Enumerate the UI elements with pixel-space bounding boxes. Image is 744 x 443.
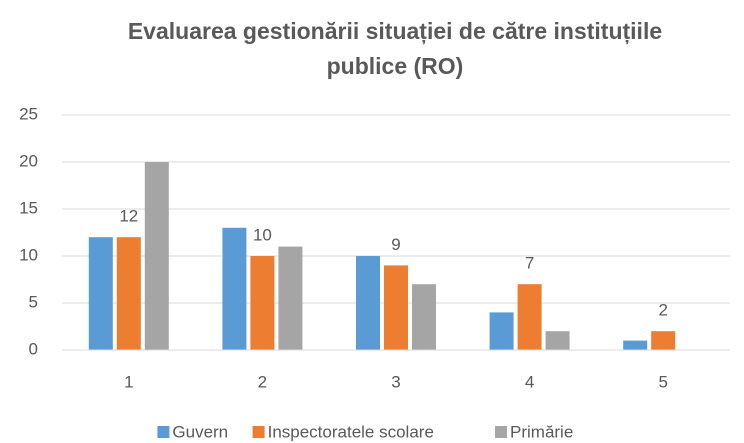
y-tick-label: 20 xyxy=(19,151,38,170)
y-tick-label: 5 xyxy=(29,292,38,311)
bar xyxy=(651,331,676,350)
data-label: 7 xyxy=(525,254,534,273)
y-tick-label: 0 xyxy=(29,339,38,358)
y-tick-label: 10 xyxy=(19,245,38,264)
bar xyxy=(384,265,408,350)
bar xyxy=(489,312,514,350)
legend-swatch xyxy=(252,426,265,438)
data-label: 10 xyxy=(253,225,272,244)
x-tick-label: 1 xyxy=(124,372,133,391)
data-label: 12 xyxy=(119,207,138,226)
legend-label: Guvern xyxy=(172,422,228,441)
x-tick-label: 2 xyxy=(258,372,267,391)
bar xyxy=(222,227,247,350)
x-tick-label: 4 xyxy=(525,372,534,391)
data-label: 2 xyxy=(658,301,667,320)
legend-swatch xyxy=(495,426,507,438)
bar xyxy=(545,331,570,350)
legend-label: Primărie xyxy=(510,422,573,441)
bar xyxy=(278,246,303,350)
bar xyxy=(356,256,380,350)
bar xyxy=(116,237,141,350)
x-tick-label: 3 xyxy=(391,372,400,391)
bar xyxy=(517,284,542,350)
y-tick-label: 15 xyxy=(19,198,38,217)
bar xyxy=(250,256,275,350)
bar xyxy=(623,340,648,350)
bar xyxy=(412,284,436,350)
chart-title: Evaluarea gestionării situației de către… xyxy=(127,18,663,79)
legend-label: Inspectoratele scolare xyxy=(268,422,434,441)
x-tick-label: 5 xyxy=(658,372,667,391)
legend-swatch xyxy=(157,426,170,438)
bar xyxy=(144,162,169,350)
bar xyxy=(88,237,113,350)
y-tick-label: 25 xyxy=(19,104,38,123)
data-label: 9 xyxy=(391,235,400,254)
